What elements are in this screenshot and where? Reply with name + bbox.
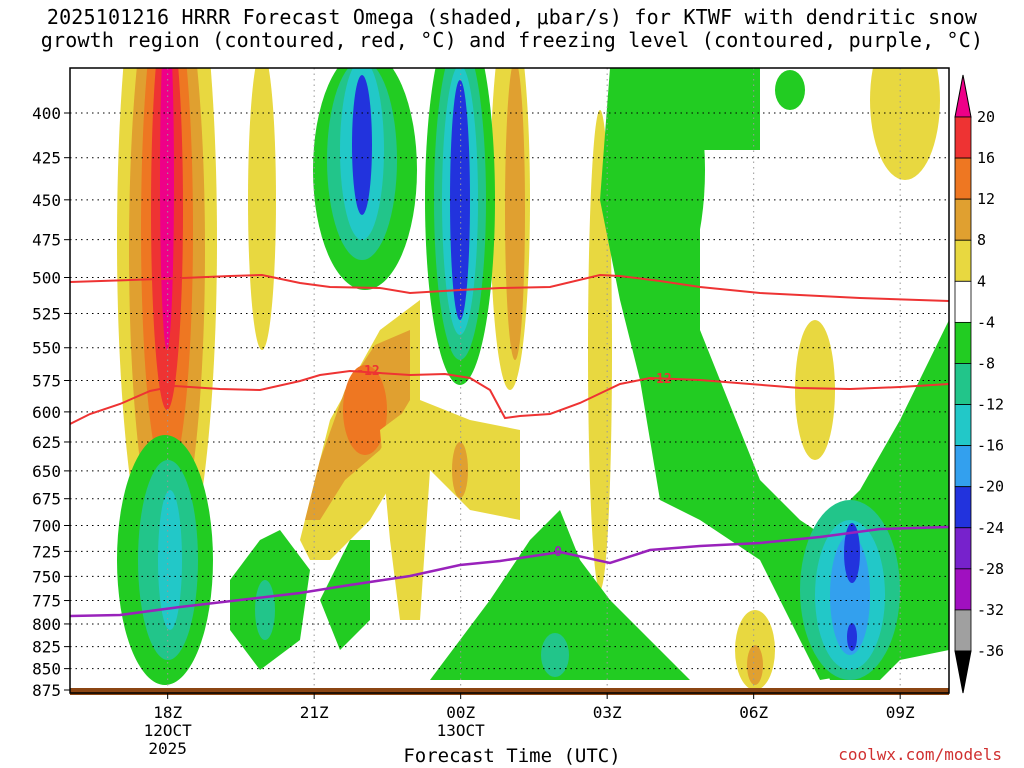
- dgz-contour-label: -12: [356, 364, 379, 379]
- y-tick-label: 875: [32, 681, 61, 700]
- chart-title: 2025101216 HRRR Forecast Omega (shaded, …: [0, 6, 1024, 52]
- colorbar-label: -28: [977, 560, 1004, 578]
- colorbar-label: -32: [977, 601, 1004, 619]
- colorbar-box: [954, 568, 972, 611]
- colorbar-label: 16: [977, 149, 995, 167]
- colorbar-label: 20: [977, 108, 995, 126]
- omega-area: [248, 68, 276, 350]
- credit-text: coolwx.com/models: [838, 745, 1002, 764]
- ground-surface: [70, 688, 949, 695]
- y-tick-label: 725: [32, 542, 61, 561]
- colorbar-label: 4: [977, 272, 986, 290]
- axes: 400 425 450 475 500 525 550 575 600 625 650 675 700 7…: [32, 67, 950, 758]
- x-tick-label: 13OCT: [437, 721, 486, 740]
- x-tick-label: 09Z: [886, 703, 915, 722]
- y-tick-label: 800: [32, 615, 61, 634]
- colorbar-top-arrow: [954, 74, 972, 118]
- omega-area: [844, 523, 860, 583]
- colorbar-label: -4: [977, 313, 995, 331]
- x-tick-label: 21Z: [300, 703, 329, 722]
- omega-area: [747, 645, 763, 685]
- colorbar: 20 16 12 8 4 -4 -8 -12 -16 -20 -24 -28 -32 -36: [954, 74, 1004, 694]
- y-tick-label: 675: [32, 490, 61, 509]
- colorbar-box: [954, 280, 972, 323]
- omega-area: [452, 442, 468, 498]
- omega-area: [160, 68, 174, 350]
- colorbar-box: [954, 321, 972, 364]
- y-tick-label: 500: [32, 268, 61, 287]
- y-tick-label: 525: [32, 304, 61, 323]
- x-tick-label: 06Z: [739, 703, 768, 722]
- colorbar-box: [954, 486, 972, 529]
- omega-area: [430, 510, 690, 680]
- colorbar-bottom-arrow: [954, 650, 972, 694]
- colorbar-box: [954, 609, 972, 652]
- dgz-top-contour: [70, 273, 949, 302]
- omega-area: [870, 68, 940, 180]
- colorbar-label: -8: [977, 354, 995, 372]
- omega-area: [320, 540, 370, 650]
- colorbar-label: -20: [977, 478, 1004, 496]
- y-tick-label: 625: [32, 433, 61, 452]
- colorbar-label: -12: [977, 396, 1004, 414]
- x-tick-label: 03Z: [593, 703, 622, 722]
- colorbar-box: [954, 404, 972, 447]
- freezing-level-contour: [70, 525, 949, 618]
- y-tick-label: 475: [32, 231, 61, 250]
- colorbar-box: [954, 239, 972, 282]
- omega-area: [352, 75, 372, 215]
- y-tick-label: 750: [32, 567, 61, 586]
- y-tick-label: 450: [32, 191, 61, 210]
- omega-area: [158, 490, 182, 630]
- chart-title-line1: 2025101216 HRRR Forecast Omega (shaded, …: [46, 5, 978, 29]
- y-tick-label: 700: [32, 517, 61, 536]
- y-tick-label: 850: [32, 660, 61, 679]
- temperature-contours: -12 -12 0: [70, 273, 949, 618]
- chart-title-line2: growth region (contoured, red, °C) and f…: [40, 28, 984, 52]
- dgz-bottom-contour: [70, 369, 949, 425]
- grid-lines: [70, 68, 949, 693]
- omega-shading: [117, 68, 949, 690]
- omega-area: [505, 68, 525, 360]
- colorbar-label: -16: [977, 437, 1004, 455]
- colorbar-label: -24: [977, 519, 1004, 537]
- colorbar-box: [954, 116, 972, 159]
- omega-area: [830, 535, 870, 655]
- dgz-contour-label: -12: [648, 372, 671, 387]
- y-tick-label: 550: [32, 339, 61, 358]
- x-axis-title: Forecast Time (UTC): [403, 745, 621, 767]
- x-tick-label: 2025: [148, 739, 187, 758]
- omega-area: [600, 68, 880, 680]
- x-tick-label: 00Z: [446, 703, 475, 722]
- colorbar-box: [954, 157, 972, 200]
- colorbar-label: 8: [977, 231, 986, 249]
- omega-area: [847, 623, 857, 651]
- y-tick-label: 600: [32, 403, 61, 422]
- x-tick-label: 18Z: [153, 703, 182, 722]
- y-tick-label: 400: [32, 104, 61, 123]
- colorbar-box: [954, 445, 972, 488]
- omega-area: [795, 320, 835, 460]
- omega-area: [450, 80, 470, 320]
- y-tick-label: 775: [32, 592, 61, 611]
- y-tick-label: 575: [32, 372, 61, 391]
- colorbar-box: [954, 363, 972, 405]
- x-tick-label: 12OCT: [144, 721, 193, 740]
- omega-area: [541, 633, 569, 677]
- freezing-contour-label: 0: [554, 545, 562, 560]
- omega-area: [775, 70, 805, 110]
- omega-area: [255, 580, 275, 640]
- colorbar-label: -36: [977, 642, 1004, 660]
- omega-area: [380, 400, 520, 620]
- y-tick-label: 825: [32, 638, 61, 657]
- omega-area: [343, 365, 387, 455]
- y-tick-label: 425: [32, 149, 61, 168]
- colorbar-label: 12: [977, 190, 995, 208]
- y-tick-label: 650: [32, 462, 61, 481]
- colorbar-box: [954, 527, 972, 570]
- colorbar-box: [954, 198, 972, 241]
